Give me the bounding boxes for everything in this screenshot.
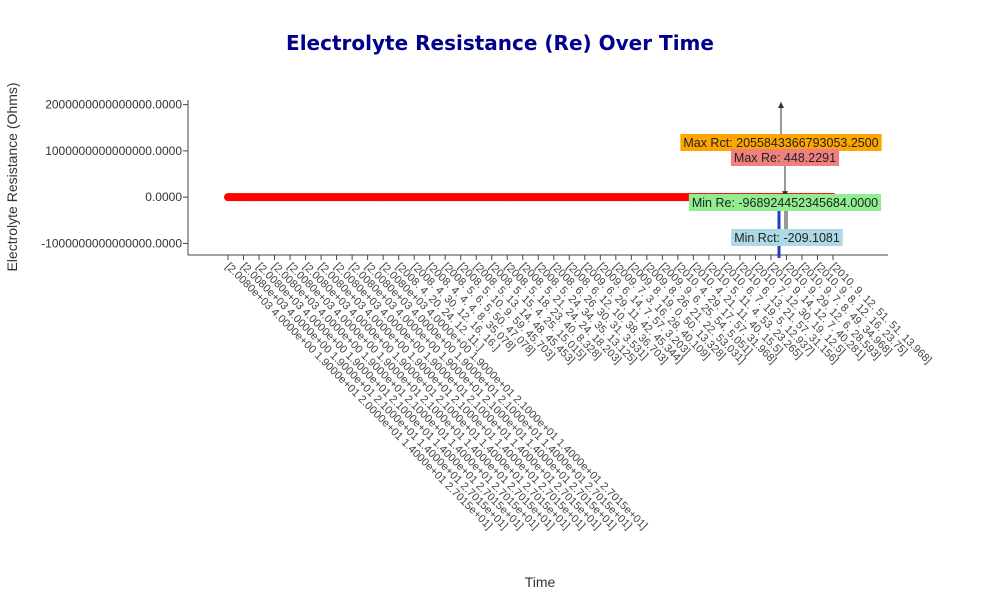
annotation-label: Min Re: -968924452345684.0000 [692,196,878,210]
y-tick-label: -1000000000000000.0000 [41,236,182,250]
plot-area: 2000000000000000.0000 1000000000000000.00… [41,98,933,532]
y-tick-label: 2000000000000000.0000 [45,98,182,112]
annotation-arrowhead [778,102,784,109]
annotation-2: Min Re: -968924452345684.0000 [688,194,882,211]
y-tick-label: 1000000000000000.0000 [45,144,182,158]
annotation-box [688,194,882,211]
annotation-box [731,229,843,246]
annotation-0: Max Rct: 2055843366793053.2500 [680,134,882,151]
annotation-box [680,134,882,151]
annotation-label: Min Rct: -209.1081 [734,231,840,245]
annotation-label: Max Re: 448.2291 [734,151,836,165]
annotation-3: Min Rct: -209.1081 [731,229,843,246]
annotation-label: Max Rct: 2055843366793053.2500 [683,136,878,150]
annotation-1: Max Re: 448.2291 [730,149,840,166]
annotation-box [730,149,840,166]
y-axis-title: Electrolyte Resistance (Ohms) [4,82,20,271]
chart-title: Electrolyte Resistance (Re) Over Time [286,31,714,55]
y-tick-label: 0.0000 [145,190,182,204]
x-axis-title: Time [525,574,556,590]
